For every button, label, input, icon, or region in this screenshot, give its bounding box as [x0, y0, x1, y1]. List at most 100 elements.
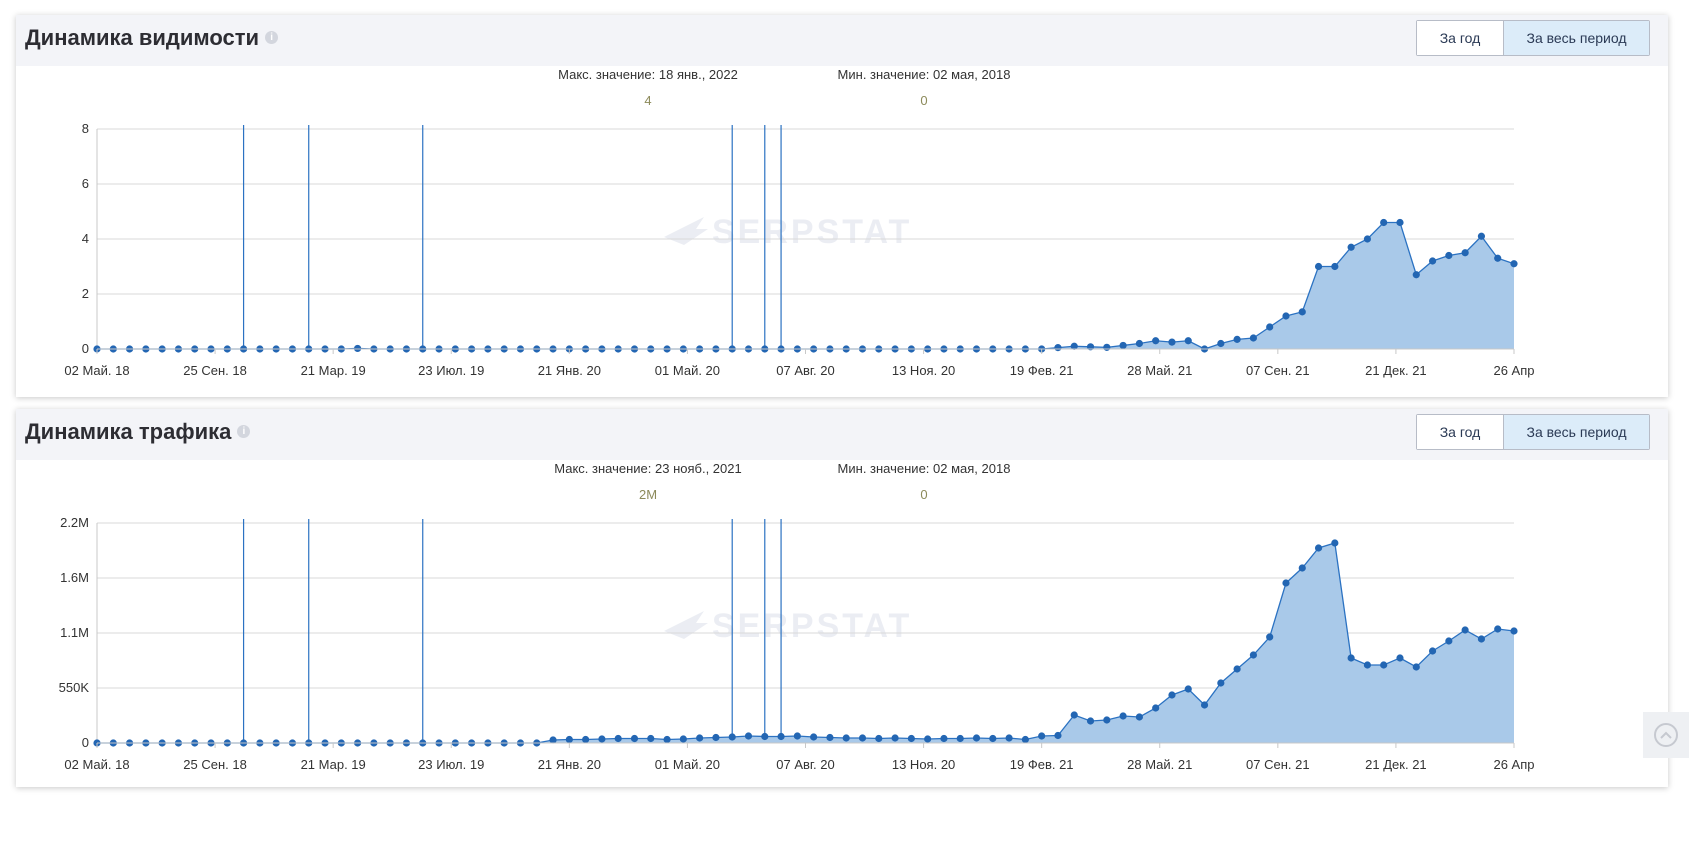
data-point	[810, 733, 818, 741]
data-point	[1200, 701, 1209, 709]
data-point	[1266, 633, 1274, 641]
data-point	[1282, 579, 1290, 587]
serpstat-logo-icon	[664, 217, 708, 245]
max-value: 2M	[639, 487, 657, 502]
data-point	[1314, 262, 1323, 271]
data-point	[761, 732, 769, 741]
data-point	[630, 734, 639, 743]
data-point	[1021, 735, 1029, 744]
x-tick-label: 25 Сен. 18	[183, 363, 247, 378]
x-tick-label: 02 Май. 18	[64, 363, 129, 378]
data-point	[1152, 337, 1160, 345]
x-tick-label: 02 Май. 18	[64, 757, 129, 772]
data-point	[582, 735, 590, 744]
x-tick-label: 21 Дек. 21	[1365, 757, 1426, 772]
data-point	[1412, 271, 1420, 279]
y-tick-label: 1.6M	[60, 570, 89, 585]
data-point	[1217, 339, 1225, 348]
year-button[interactable]: За год	[1417, 21, 1504, 55]
traffic-card: Динамика трафика i За год За весь период …	[16, 409, 1668, 787]
data-point	[956, 734, 964, 743]
data-point	[1445, 251, 1453, 260]
traffic-title: Динамика трафика i	[25, 419, 251, 445]
visibility-card-header: Динамика видимости i За год За весь перио…	[16, 15, 1668, 66]
data-point	[891, 734, 899, 742]
x-tick-label: 23 Июл. 19	[418, 363, 484, 378]
x-tick-label: 01 Май. 20	[655, 363, 720, 378]
x-tick-label: 26 Апр	[1493, 757, 1534, 772]
data-point	[1461, 249, 1469, 257]
data-point	[1477, 232, 1486, 240]
data-point	[1119, 341, 1127, 350]
y-tick-label: 2	[82, 286, 89, 301]
x-tick-label: 21 Мар. 19	[301, 363, 366, 378]
visibility-title: Динамика видимости i	[25, 25, 279, 51]
year-button[interactable]: За год	[1417, 415, 1504, 449]
data-point	[1314, 544, 1323, 552]
data-point	[1347, 243, 1355, 251]
data-point	[1298, 564, 1306, 572]
min-value: 0	[920, 93, 927, 108]
x-tick-label: 19 Фев. 21	[1010, 757, 1074, 772]
watermark-text: SERPSTAT	[712, 607, 912, 645]
min-value-label: Мин. значение: 02 мая, 2018	[838, 461, 1011, 476]
y-tick-label: 550K	[59, 680, 90, 695]
data-point	[1103, 343, 1111, 351]
data-point	[989, 734, 997, 743]
data-point	[1135, 339, 1143, 348]
data-point	[1380, 218, 1388, 227]
data-point	[614, 734, 622, 743]
visibility-period-toggle: За год За весь период	[1416, 20, 1650, 56]
traffic-period-toggle: За год За весь период	[1416, 414, 1650, 450]
max-value-label: Макс. значение: 23 нояб., 2021	[554, 461, 741, 476]
y-tick-label: 0	[82, 341, 89, 356]
data-point	[907, 734, 915, 743]
all-period-button[interactable]: За весь период	[1504, 415, 1649, 449]
data-point	[728, 733, 736, 741]
x-tick-label: 13 Ноя. 20	[892, 757, 955, 772]
x-tick-label: 21 Янв. 20	[538, 363, 601, 378]
data-point	[1249, 334, 1258, 342]
series-area	[97, 543, 1514, 743]
data-point	[1168, 338, 1176, 346]
x-tick-label: 21 Янв. 20	[538, 757, 601, 772]
data-point	[1510, 627, 1518, 635]
data-point	[1461, 626, 1469, 634]
data-point	[1282, 312, 1290, 320]
min-value: 0	[920, 487, 927, 502]
all-period-button[interactable]: За весь период	[1504, 21, 1649, 55]
data-point	[940, 734, 948, 743]
scroll-top-button[interactable]	[1643, 712, 1689, 758]
data-point	[1184, 337, 1192, 345]
x-tick-label: 25 Сен. 18	[183, 757, 247, 772]
y-tick-label: 8	[82, 121, 89, 136]
data-point	[1233, 335, 1241, 343]
data-point	[1266, 323, 1274, 331]
data-point	[647, 734, 655, 743]
info-icon[interactable]: i	[265, 30, 279, 44]
data-point	[1347, 654, 1355, 662]
data-point	[1135, 713, 1143, 721]
data-point	[793, 732, 801, 740]
data-point	[1396, 218, 1404, 227]
traffic-card-header: Динамика трафика i За год За весь период	[16, 409, 1668, 460]
series-area	[97, 222, 1514, 349]
data-point	[1380, 661, 1388, 669]
data-point	[1119, 712, 1127, 720]
data-point	[1331, 262, 1339, 271]
x-tick-label: 21 Мар. 19	[301, 757, 366, 772]
x-tick-label: 01 Май. 20	[655, 757, 720, 772]
x-tick-label: 21 Дек. 21	[1365, 363, 1426, 378]
info-icon[interactable]: i	[237, 424, 251, 438]
x-tick-label: 13 Ноя. 20	[892, 363, 955, 378]
data-point	[744, 732, 753, 740]
data-point	[1412, 663, 1420, 671]
data-point	[353, 344, 362, 353]
y-tick-label: 1.1M	[60, 625, 89, 640]
max-value-label: Макс. значение: 18 янв., 2022	[558, 67, 738, 82]
data-point	[1445, 637, 1453, 645]
data-point	[1005, 734, 1013, 742]
data-point	[842, 734, 850, 742]
y-tick-label: 6	[82, 176, 89, 191]
chevron-up-icon	[1654, 723, 1678, 747]
